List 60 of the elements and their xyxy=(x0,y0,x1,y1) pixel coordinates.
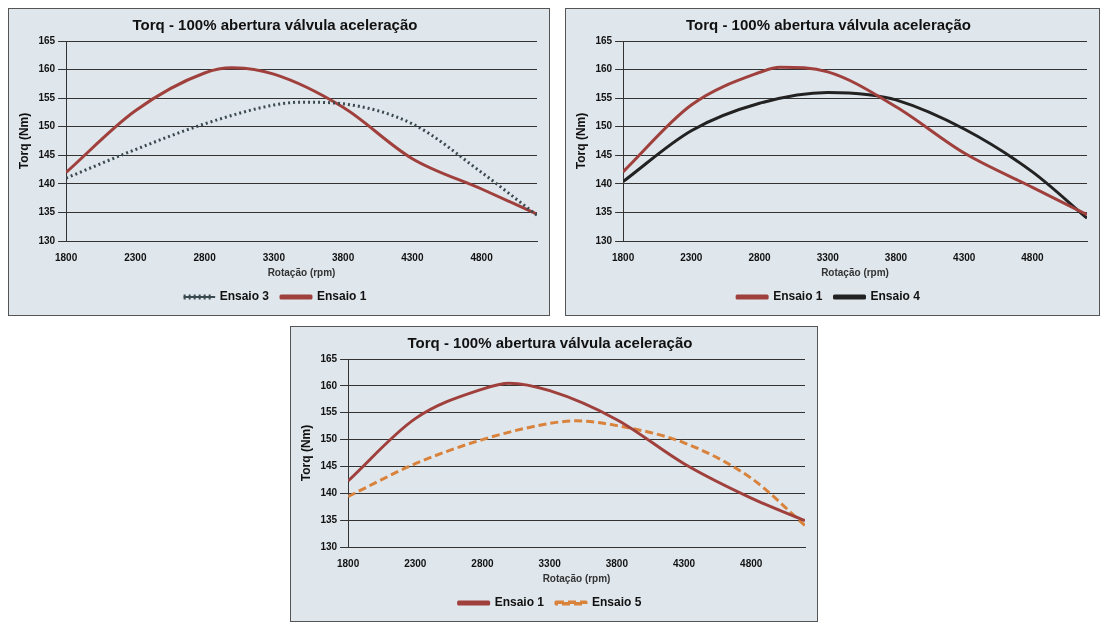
y-tick-label: 140 xyxy=(38,177,56,189)
chart-title: Torq - 100% abertura válvula aceleração xyxy=(686,16,971,34)
legend-label: Ensaio 1 xyxy=(317,289,367,304)
y-tick-label: 135 xyxy=(595,206,613,218)
legend-label: Ensaio 4 xyxy=(870,289,921,304)
y-tick-label: 155 xyxy=(595,91,613,103)
x-tick-label: 1800 xyxy=(611,251,635,263)
y-axis-title: Torq (Nm) xyxy=(573,112,588,170)
x-tick-label: 3800 xyxy=(605,557,629,569)
y-tick-label: 140 xyxy=(595,177,613,189)
y-tick-label: 130 xyxy=(38,234,56,246)
y-tick-label: 135 xyxy=(38,206,56,218)
y-tick-label: 135 xyxy=(320,513,338,525)
y-tick-label: 145 xyxy=(320,460,338,472)
x-tick-label: 3800 xyxy=(884,251,908,263)
x-axis-title: Rotação (rpm) xyxy=(542,572,611,584)
x-tick-label: 2300 xyxy=(404,557,427,569)
x-tick-label: 2300 xyxy=(680,251,703,263)
y-tick-label: 155 xyxy=(38,91,56,103)
x-axis-title: Rotação (rpm) xyxy=(267,266,336,278)
legend-label: Ensaio 3 xyxy=(219,289,270,304)
x-tick-label: 2800 xyxy=(748,251,772,263)
x-tick-label: 4800 xyxy=(740,557,763,569)
chart-title: Torq - 100% abertura válvula aceleração xyxy=(132,16,418,34)
x-tick-label: 2800 xyxy=(193,251,217,263)
y-tick-label: 160 xyxy=(595,63,613,75)
y-tick-label: 145 xyxy=(595,149,613,161)
x-tick-label: 4800 xyxy=(1021,251,1044,263)
y-tick-label: 150 xyxy=(320,433,338,445)
x-tick-label: 2800 xyxy=(471,557,495,569)
x-tick-label: 2300 xyxy=(124,251,147,263)
y-tick-label: 140 xyxy=(320,487,338,499)
y-tick-label: 160 xyxy=(320,379,338,391)
x-tick-label: 4300 xyxy=(953,251,976,263)
x-tick-label: 3800 xyxy=(331,251,355,263)
x-tick-label: 1800 xyxy=(336,557,360,569)
legend-label: Ensaio 1 xyxy=(773,289,823,304)
x-tick-label: 4800 xyxy=(470,251,494,263)
x-tick-label: 4300 xyxy=(672,557,696,569)
y-tick-label: 150 xyxy=(595,120,613,132)
chart-title: Torq - 100% abertura válvula aceleração xyxy=(407,334,693,352)
y-tick-label: 165 xyxy=(38,34,56,46)
y-tick-label: 155 xyxy=(320,406,338,418)
x-tick-label: 3300 xyxy=(262,251,286,263)
y-tick-label: 165 xyxy=(320,352,338,364)
y-tick-label: 130 xyxy=(320,540,338,552)
y-tick-label: 145 xyxy=(38,149,56,161)
legend-label: Ensaio 1 xyxy=(494,595,545,610)
x-tick-label: 3300 xyxy=(816,251,840,263)
x-axis-title: Rotação (rpm) xyxy=(821,266,889,278)
x-tick-label: 3300 xyxy=(538,557,562,569)
y-tick-label: 150 xyxy=(38,120,56,132)
legend-label: Ensaio 5 xyxy=(592,595,642,610)
x-tick-label: 1800 xyxy=(54,251,78,263)
x-tick-label: 4300 xyxy=(401,251,424,263)
y-tick-label: 160 xyxy=(38,63,56,75)
y-axis-title: Torq (Nm) xyxy=(16,112,31,170)
y-tick-label: 130 xyxy=(595,234,613,246)
y-axis-title: Torq (Nm) xyxy=(298,424,313,482)
y-tick-label: 165 xyxy=(595,34,613,46)
